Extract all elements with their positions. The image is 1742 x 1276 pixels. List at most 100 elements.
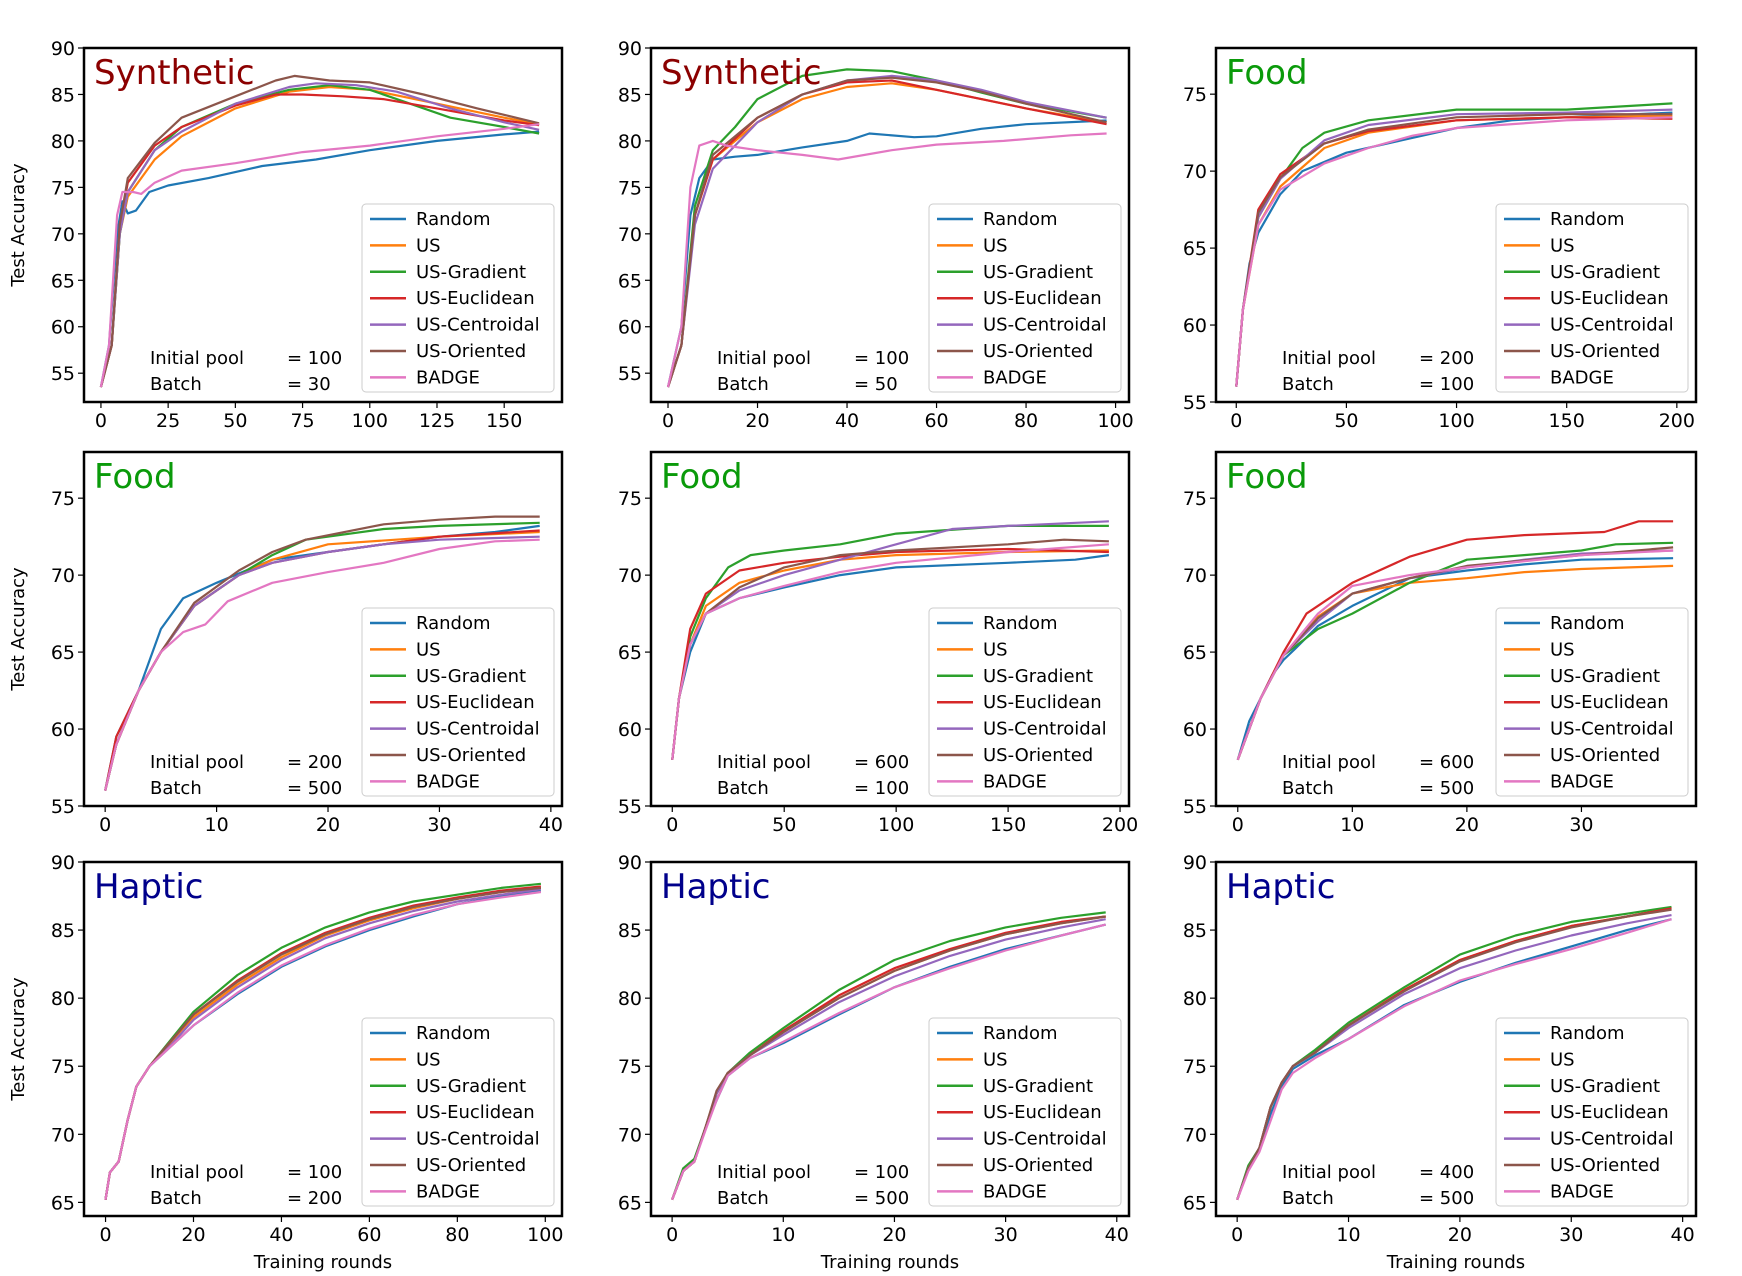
y-tick-label: 70 [51, 1124, 75, 1146]
legend-label: BADGE [416, 1181, 480, 1202]
x-tick-label: 40 [539, 814, 563, 836]
legend: Random US US-Gradient US-Euclidean US-Centro… [928, 203, 1122, 393]
x-tick-label: 80 [445, 1224, 469, 1246]
annotation-pool-label: Initial pool [1282, 348, 1376, 369]
series-group [666, 68, 1107, 388]
y-tick-label: 65 [1183, 1192, 1207, 1214]
legend-label: US-Oriented [983, 1155, 1093, 1176]
annotation-batch-label: Batch [717, 374, 769, 395]
legend-label: Random [1550, 613, 1625, 634]
y-tick-label: 60 [51, 719, 75, 741]
series-line-badge [1236, 918, 1672, 1201]
legend-label: US [1550, 235, 1575, 256]
legend-box [1495, 1017, 1689, 1207]
legend-label: US-Euclidean [416, 1102, 535, 1123]
subplot-title: Food [94, 457, 176, 497]
series-line-us-oriented [666, 76, 1107, 388]
legend-label: US [983, 1049, 1008, 1070]
legend: Random US US-Gradient US-Euclidean US-Centro… [361, 1017, 555, 1207]
series-group [104, 882, 542, 1200]
legend-label: Random [416, 613, 491, 634]
legend-label: BADGE [1550, 1181, 1614, 1202]
y-tick-label: 65 [618, 1192, 642, 1214]
subplot-7: 65 70 75 80 85 90 0 20 40 60 80 100 Haptic Initial po… [8, 852, 563, 1273]
y-tick-label: 60 [618, 317, 642, 339]
legend-label: BADGE [416, 367, 480, 388]
annotation-batch-value: = 500 [287, 778, 342, 799]
annotation-pool-label: Initial pool [1282, 752, 1376, 773]
annotation-pool-value: = 100 [287, 1162, 342, 1183]
legend-label: US-Oriented [416, 341, 526, 362]
x-tick-label: 10 [204, 814, 228, 836]
legend-box [361, 203, 555, 393]
legend-label: US-Euclidean [416, 288, 535, 309]
annotation-batch-value: = 500 [1419, 778, 1474, 799]
legend-label: Random [1550, 209, 1625, 230]
y-tick-label: 75 [618, 1056, 642, 1078]
x-axis-label: Training rounds [820, 1252, 959, 1273]
series-line-us-euclidean [671, 547, 1109, 760]
y-tick-label: 85 [51, 920, 75, 942]
y-tick-label: 55 [618, 363, 642, 385]
x-tick-label: 20 [745, 410, 769, 432]
x-tick-label: 0 [666, 814, 678, 836]
y-tick-label: 70 [51, 224, 75, 246]
y-tick-label: 90 [51, 852, 75, 874]
y-tick-label: 65 [1183, 642, 1207, 664]
annotation-batch-label: Batch [1282, 778, 1334, 799]
x-tick-label: 30 [1569, 814, 1593, 836]
y-tick-label: 75 [618, 488, 642, 510]
x-tick-label: 50 [772, 814, 796, 836]
y-tick-label: 65 [1183, 238, 1207, 260]
series-line-badge [671, 543, 1109, 760]
series-line-badge [671, 923, 1106, 1201]
subplot-6: 55 60 65 70 75 0 10 20 30 Food Initial pool = 600 Ba… [1183, 450, 1698, 836]
annotation-batch-label: Batch [1282, 1188, 1334, 1209]
annotation-batch-label: Batch [717, 778, 769, 799]
legend-label: US-Oriented [416, 745, 526, 766]
y-tick-label: 70 [1183, 565, 1207, 587]
x-tick-label: 20 [1455, 814, 1479, 836]
y-tick-label: 75 [51, 1056, 75, 1078]
x-tick-label: 100 [352, 410, 388, 432]
x-tick-label: 0 [1231, 1224, 1243, 1246]
subplot-8: 65 70 75 80 85 90 0 10 20 30 40 Haptic Initial pool =… [618, 852, 1131, 1273]
legend: Random US US-Gradient US-Euclidean US-Centro… [928, 1017, 1122, 1207]
legend-label: US-Centroidal [983, 315, 1107, 336]
y-tick-label: 55 [1183, 392, 1207, 414]
y-tick-label: 55 [51, 363, 75, 385]
legend: Random US US-Gradient US-Euclidean US-Centro… [361, 203, 555, 393]
subplot-title: Food [1226, 53, 1308, 93]
x-tick-label: 40 [835, 410, 859, 432]
legend-label: US-Centroidal [416, 719, 540, 740]
x-tick-label: 0 [99, 814, 111, 836]
legend-box [1495, 607, 1689, 797]
legend-label: US-Euclidean [1550, 288, 1669, 309]
y-tick-label: 70 [51, 565, 75, 587]
x-tick-label: 50 [1334, 410, 1358, 432]
y-tick-label: 85 [1183, 920, 1207, 942]
x-tick-label: 150 [1549, 410, 1585, 432]
x-tick-label: 80 [1014, 410, 1038, 432]
annotation-batch-value: = 500 [1419, 1188, 1474, 1209]
subplot-title: Food [1226, 457, 1308, 497]
annotation-batch-value: = 30 [287, 374, 331, 395]
x-tick-label: 125 [419, 410, 455, 432]
y-tick-label: 85 [618, 84, 642, 106]
legend-label: US-Centroidal [416, 315, 540, 336]
annotation-batch-value: = 500 [854, 1188, 909, 1209]
legend-label: US [416, 639, 441, 660]
legend-label: US [1550, 639, 1575, 660]
annotation-pool-value: = 200 [1419, 348, 1474, 369]
legend-label: US-Oriented [983, 745, 1093, 766]
series-group [99, 74, 540, 388]
y-tick-label: 55 [618, 796, 642, 818]
series-line-badge [104, 890, 542, 1200]
legend-label: US-Gradient [983, 1076, 1093, 1097]
annotation-pool-value: = 600 [1419, 752, 1474, 773]
x-tick-label: 0 [95, 410, 107, 432]
legend-label: BADGE [983, 771, 1047, 792]
y-tick-label: 90 [1183, 852, 1207, 874]
y-tick-label: 60 [51, 317, 75, 339]
